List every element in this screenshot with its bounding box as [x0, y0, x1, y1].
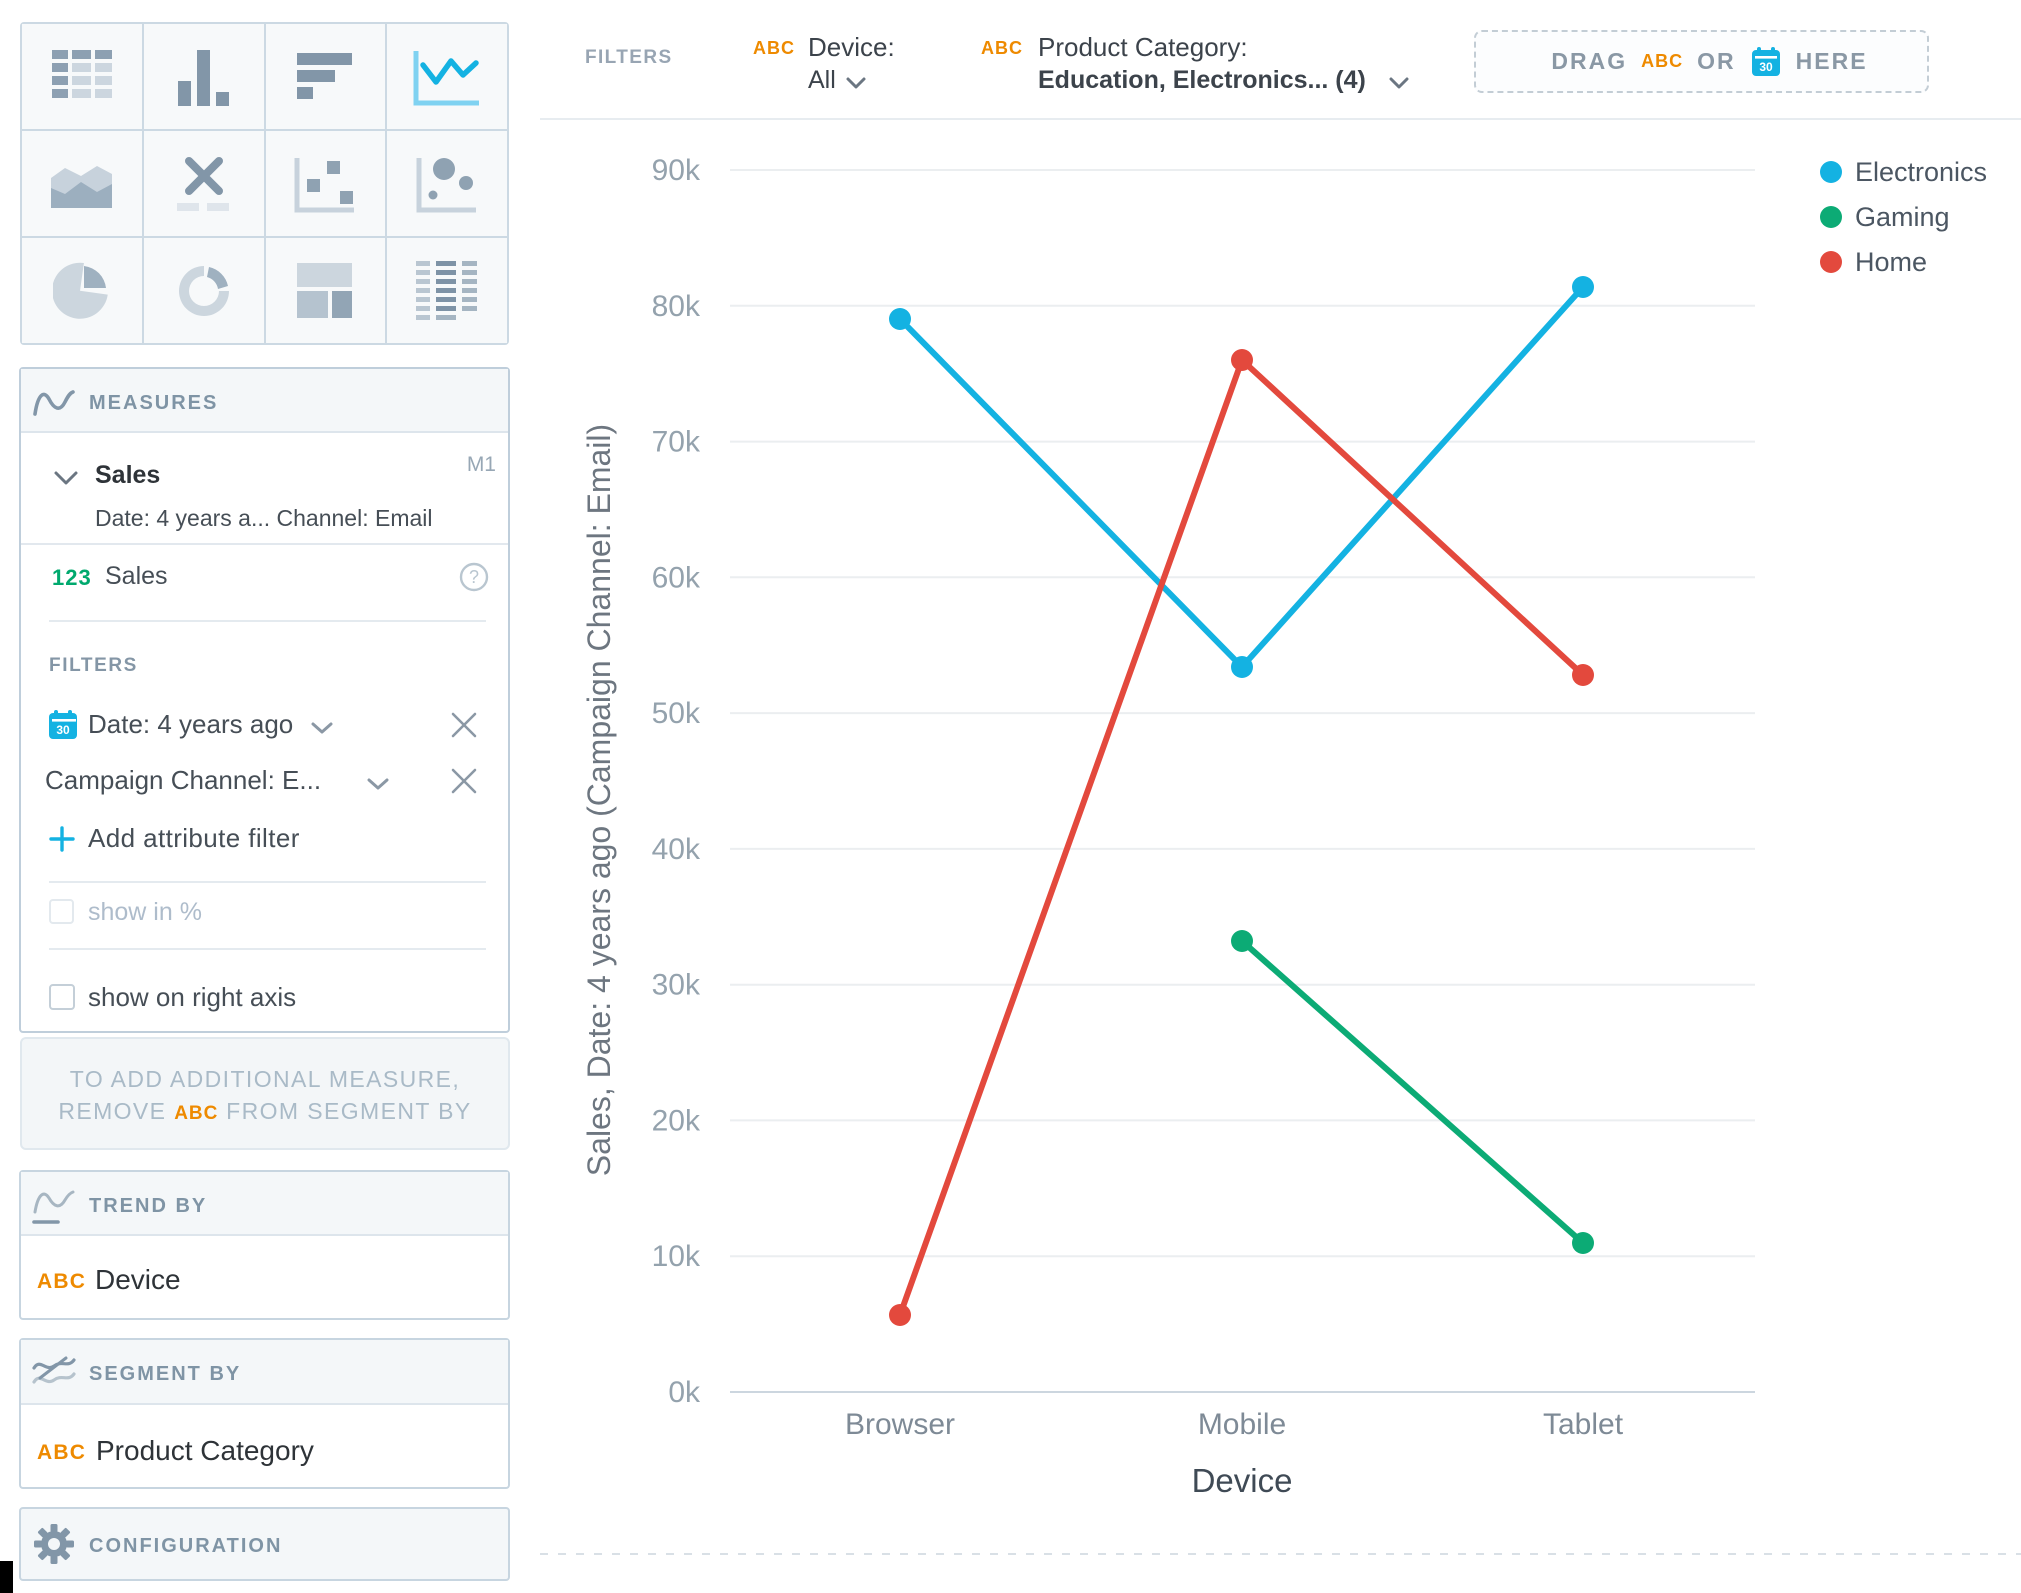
svg-text:30: 30: [56, 723, 70, 737]
svg-text:30: 30: [1759, 60, 1773, 74]
svg-text:Sales, Date: 4 years ago (Camp: Sales, Date: 4 years ago (Campaign Chann…: [581, 424, 617, 1176]
svg-text:90k: 90k: [652, 154, 701, 187]
svg-text:40k: 40k: [652, 833, 701, 866]
svg-text:50k: 50k: [652, 697, 701, 730]
svg-text:30k: 30k: [652, 969, 701, 1002]
svg-text:10k: 10k: [652, 1240, 701, 1273]
svg-text:80k: 80k: [652, 290, 701, 323]
svg-text:Device: Device: [1192, 1462, 1293, 1499]
svg-text:Browser: Browser: [845, 1408, 955, 1441]
svg-text:Electronics: Electronics: [1855, 157, 1987, 187]
svg-text:Gaming: Gaming: [1855, 202, 1950, 232]
svg-text:20k: 20k: [652, 1104, 701, 1137]
svg-text:?: ?: [469, 567, 479, 587]
svg-text:Tablet: Tablet: [1543, 1408, 1624, 1441]
svg-text:60k: 60k: [652, 561, 701, 594]
svg-text:Home: Home: [1855, 247, 1927, 277]
svg-text:70k: 70k: [652, 426, 701, 459]
svg-text:0k: 0k: [668, 1376, 701, 1409]
svg-text:Mobile: Mobile: [1198, 1408, 1286, 1441]
